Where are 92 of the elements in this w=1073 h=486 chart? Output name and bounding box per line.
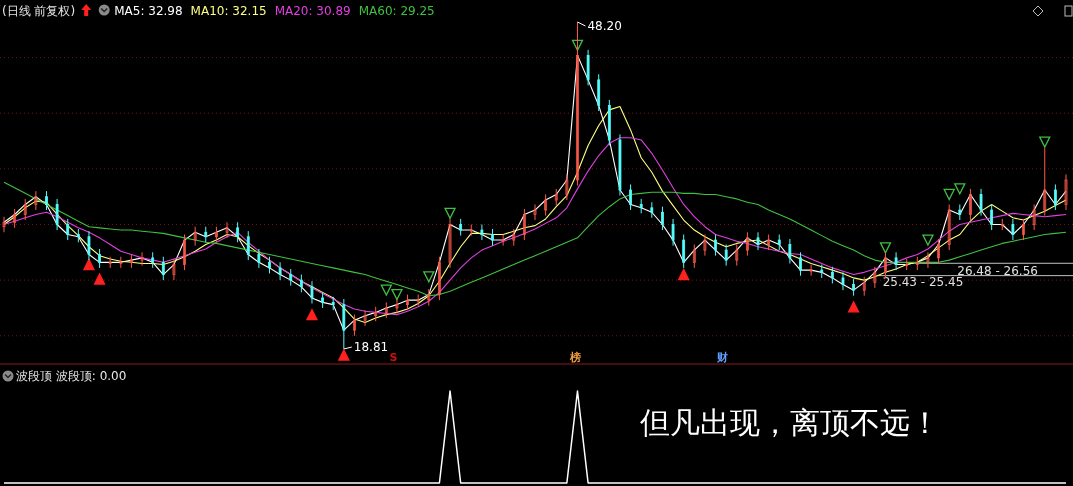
point — [571, 39, 584, 52]
candlestick — [671, 218, 675, 247]
candlestick — [714, 234, 717, 257]
chart-title: 波段顶 波段顶: 0.00 — [16, 369, 127, 383]
point — [83, 258, 95, 271]
candlestick — [98, 248, 101, 269]
candlestick — [703, 234, 707, 257]
text: MA10: 32.15 — [190, 4, 267, 18]
candlestick — [172, 258, 176, 281]
text: MA20: 30.89 — [274, 4, 351, 18]
candlestick — [438, 256, 441, 301]
candlestick — [66, 218, 70, 241]
candlestick — [576, 21, 579, 187]
candlestick — [873, 266, 877, 289]
point — [954, 183, 966, 195]
candlestick — [183, 234, 186, 271]
candlestick — [55, 198, 59, 231]
candlestick — [161, 256, 165, 281]
candlestick — [947, 203, 951, 251]
candlestick — [788, 238, 792, 264]
text: MA60: 29.25 — [358, 4, 435, 18]
candlestick — [682, 234, 686, 269]
candlestick — [544, 193, 548, 217]
text: 财 — [715, 351, 728, 364]
band-label: 25.43 - 25.45 — [882, 275, 964, 290]
candlestick — [363, 309, 367, 327]
candlestick — [979, 188, 983, 217]
text: 榜 — [568, 351, 581, 364]
candlestick — [969, 188, 972, 221]
candlestick — [236, 221, 240, 243]
point — [306, 308, 318, 321]
point — [391, 288, 403, 301]
candlestick — [692, 244, 696, 269]
candlestick — [724, 244, 728, 267]
candlestick — [884, 251, 887, 279]
point — [380, 284, 392, 296]
candlestick — [278, 261, 282, 281]
candlestick — [937, 238, 940, 264]
candlestick — [926, 251, 930, 269]
candlestick — [735, 244, 739, 267]
candlestick — [193, 226, 197, 247]
candlestick — [257, 248, 261, 269]
candlestick — [799, 251, 802, 277]
point — [678, 268, 690, 281]
candlestick — [894, 251, 898, 271]
candlestick — [1064, 173, 1068, 211]
candlestick — [353, 314, 356, 337]
candlestick — [1053, 183, 1057, 211]
candlestick — [1043, 147, 1047, 217]
candlestick — [448, 218, 452, 269]
candlestick — [756, 231, 760, 251]
candlestick — [862, 276, 866, 297]
candlestick — [661, 206, 664, 231]
point — [1039, 136, 1051, 148]
text: MA5: 32.98 — [114, 4, 183, 18]
candlestick — [13, 208, 17, 229]
point — [922, 234, 934, 246]
point — [879, 242, 892, 254]
candlestick — [1022, 218, 1025, 241]
candlestick — [2, 216, 6, 233]
annotation: 48.20 — [587, 19, 622, 33]
text: S — [389, 351, 398, 364]
point — [93, 273, 106, 285]
candlestick — [87, 230, 91, 261]
candlestick — [565, 173, 569, 201]
candlestick — [246, 230, 250, 261]
candlestick — [140, 251, 144, 267]
candlestick — [480, 224, 484, 241]
point — [444, 207, 456, 220]
point — [847, 301, 860, 313]
candlestick — [841, 271, 845, 291]
candlestick — [23, 198, 27, 221]
candlestick — [1032, 203, 1036, 231]
candlestick — [809, 264, 813, 277]
candlestick — [225, 221, 229, 239]
candlestick — [533, 203, 537, 221]
annotation: 18.81 — [353, 340, 389, 354]
point — [943, 188, 955, 201]
candlestick — [629, 183, 632, 211]
candlestick — [310, 280, 314, 304]
candlestick — [45, 190, 48, 211]
candlestick — [746, 231, 749, 257]
point — [423, 271, 435, 283]
candlestick — [501, 234, 505, 247]
chart-title: (日线 前复权) — [2, 4, 76, 18]
candlestick — [990, 203, 994, 231]
candlestick — [1011, 218, 1015, 241]
candlestick — [522, 208, 526, 241]
candlestick — [34, 190, 38, 211]
band-label: 26.48 - 26.56 — [957, 263, 1038, 278]
candlestick — [395, 298, 399, 315]
annotation: 但凡出现，离顶不远！ — [640, 405, 940, 440]
